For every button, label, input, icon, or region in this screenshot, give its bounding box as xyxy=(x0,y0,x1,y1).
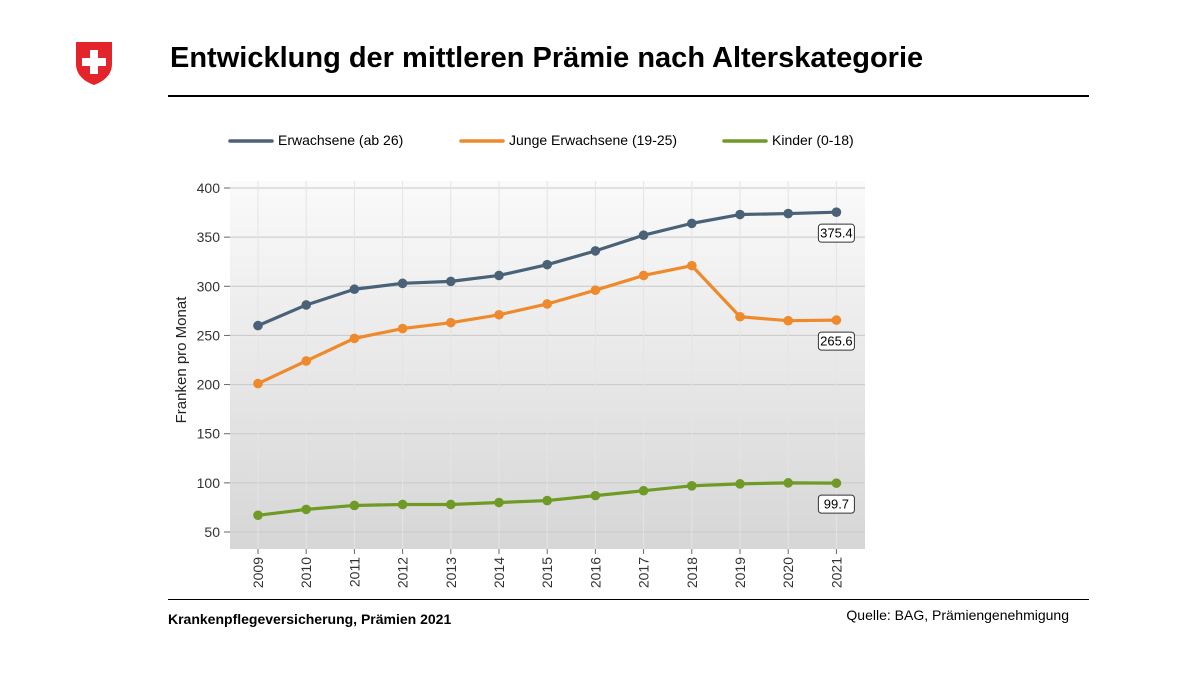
data-point xyxy=(590,490,601,501)
data-point xyxy=(494,270,504,281)
data-point xyxy=(301,300,312,310)
legend-item: Erwachsene (ab 26) xyxy=(228,132,403,148)
x-tick-label: 2020 xyxy=(780,557,796,588)
end-value-text: 265.6 xyxy=(820,334,853,349)
footer-divider xyxy=(168,599,1089,600)
data-point xyxy=(253,510,263,521)
data-point xyxy=(783,478,793,488)
x-tick-label: 2015 xyxy=(539,557,555,588)
data-point xyxy=(590,285,601,296)
x-tick-label: 2013 xyxy=(443,557,459,588)
end-value-box xyxy=(817,331,855,351)
data-point xyxy=(253,378,263,389)
x-tick-label: 2010 xyxy=(298,557,314,588)
data-point xyxy=(687,218,697,229)
data-point xyxy=(687,481,697,491)
data-point xyxy=(349,500,360,511)
footer-source-title: Krankenpflegeversicherung, Prämien 2021 xyxy=(168,611,452,627)
end-value-text: 99.7 xyxy=(824,497,849,512)
data-point xyxy=(831,315,842,325)
data-point xyxy=(301,504,312,515)
end-value-label: 265.6 xyxy=(817,331,855,351)
y-tick-label: 250 xyxy=(197,327,221,343)
data-point xyxy=(783,208,793,219)
data-point xyxy=(446,499,456,510)
data-point xyxy=(542,259,552,270)
page-title: Entwicklung der mittleren Prämie nach Al… xyxy=(170,42,924,74)
data-point xyxy=(831,478,842,488)
legend-label: Kinder (0-18) xyxy=(772,132,854,148)
data-point xyxy=(397,278,408,289)
x-tick-label: 2009 xyxy=(250,557,266,588)
end-value-box xyxy=(817,223,855,243)
data-point xyxy=(542,299,552,309)
cross-horizontal xyxy=(82,58,106,66)
x-tick-label: 2012 xyxy=(395,557,411,588)
end-value-text: 375.4 xyxy=(820,226,853,241)
data-point xyxy=(590,246,601,256)
data-point xyxy=(542,495,552,506)
data-point xyxy=(446,317,456,328)
data-point xyxy=(638,485,649,496)
x-tick-label: 2014 xyxy=(491,557,507,588)
y-tick-label: 350 xyxy=(197,229,221,245)
data-point xyxy=(831,207,842,217)
line-chart: 50 100 150 200 250 300 350 400 2009 2010 2011 2012… xyxy=(173,132,865,588)
x-tick-label: 2017 xyxy=(636,557,652,588)
data-point xyxy=(253,320,263,331)
data-point xyxy=(735,209,745,220)
x-tick-label: 2016 xyxy=(587,557,603,588)
data-point xyxy=(349,284,360,295)
data-point xyxy=(494,497,504,508)
header-divider xyxy=(168,95,1089,97)
end-value-box xyxy=(817,494,855,514)
x-tick-label: 2011 xyxy=(346,557,362,587)
y-tick-label: 150 xyxy=(197,426,221,442)
data-point xyxy=(735,479,745,489)
legend-label: Junge Erwachsene (19-25) xyxy=(509,132,677,148)
data-point xyxy=(349,333,360,344)
y-tick-label: 400 xyxy=(197,180,221,196)
data-point xyxy=(638,270,649,281)
data-point xyxy=(638,230,649,240)
x-tick-label: 2019 xyxy=(732,557,748,588)
data-point xyxy=(397,499,408,510)
data-point xyxy=(397,323,408,334)
y-tick-label: 50 xyxy=(204,524,220,540)
data-point xyxy=(735,311,745,322)
data-point xyxy=(783,315,793,326)
data-point xyxy=(687,260,697,271)
x-tick-label: 2018 xyxy=(684,557,700,588)
data-point xyxy=(494,309,504,320)
legend-label: Erwachsene (ab 26) xyxy=(278,132,403,148)
legend-item: Junge Erwachsene (19-25) xyxy=(459,132,677,148)
footer-source-credit: Quelle: BAG, Prämiengenehmigung xyxy=(846,607,1069,623)
data-point xyxy=(446,276,456,287)
data-point xyxy=(301,356,312,366)
y-tick-label: 200 xyxy=(197,377,221,393)
end-value-label: 99.7 xyxy=(817,494,855,514)
y-axis-title: Franken pro Monat xyxy=(173,296,190,424)
legend-item: Kinder (0-18) xyxy=(722,132,854,148)
swiss-cross-logo xyxy=(76,42,112,85)
y-tick-label: 300 xyxy=(197,278,221,294)
y-tick-label: 100 xyxy=(197,475,221,491)
x-tick-label: 2021 xyxy=(828,557,844,588)
end-value-label: 375.4 xyxy=(817,223,855,243)
